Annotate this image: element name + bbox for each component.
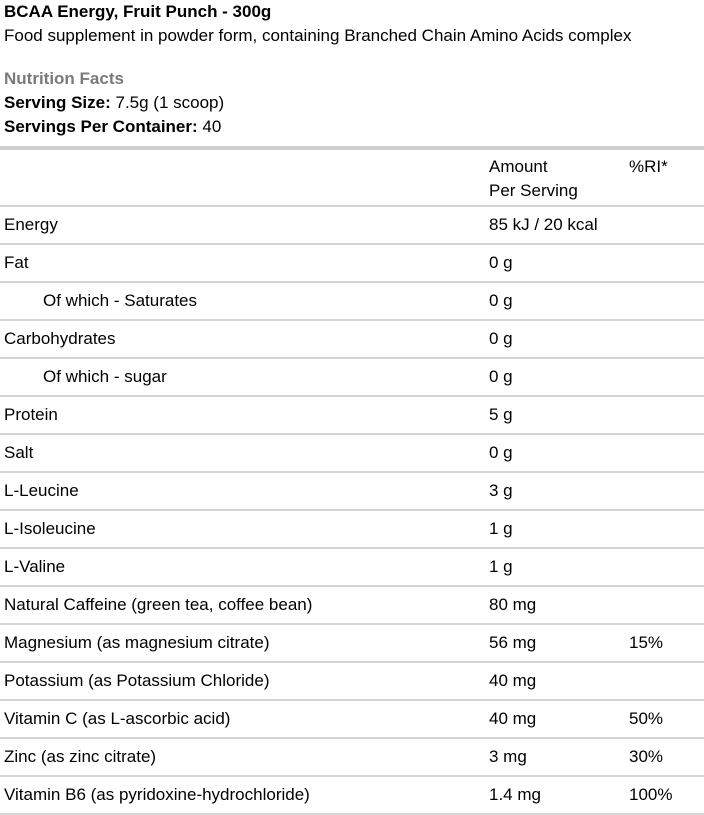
nutrient-amount: 80 mg — [489, 595, 537, 614]
table-row: L-Valine 1 g — [0, 549, 704, 587]
table-row: Vitamin B6 (as pyridoxine-hydrochloride)… — [0, 777, 704, 815]
nutrient-ri: 100% — [629, 785, 673, 804]
nutrient-name: Protein — [4, 405, 58, 424]
servings-per-container-value: 40 — [197, 117, 222, 136]
nutrient-amount: 3 mg — [489, 747, 527, 766]
nutrient-ri: 50% — [629, 709, 664, 728]
nutrient-name: Natural Caffeine (green tea, coffee bean… — [4, 595, 313, 614]
amount-header-line1: Amount — [489, 157, 548, 176]
nutrient-amount: 0 g — [489, 443, 513, 462]
nutrient-name: Vitamin B6 (as pyridoxine-hydrochloride) — [4, 785, 310, 804]
nutrient-name: Potassium (as Potassium Chloride) — [4, 671, 270, 690]
nutrient-name: Of which - Saturates — [43, 291, 198, 310]
nutrient-amount: 40 mg — [489, 709, 537, 728]
table-header-row: Amount Per Serving %RI* — [0, 150, 704, 207]
nutrient-name: L-Valine — [4, 557, 66, 576]
nutrition-facts-heading: Nutrition Facts — [4, 69, 124, 88]
nutrient-name: Energy — [4, 215, 58, 234]
serving-size-value: 7.5g (1 scoop) — [110, 93, 225, 112]
nutrient-amount: 40 mg — [489, 671, 537, 690]
nutrient-amount: 0 g — [489, 367, 513, 386]
table-row: Carbohydrates 0 g — [0, 321, 704, 359]
table-row: Salt 0 g — [0, 435, 704, 473]
nutrient-name: Vitamin C (as L-ascorbic acid) — [4, 709, 231, 728]
table-row: L-Isoleucine 1 g — [0, 511, 704, 549]
nutrient-amount: 1 g — [489, 519, 513, 538]
servings-per-container: Servings Per Container: 40 — [4, 115, 221, 139]
nutrient-name: Magnesium (as magnesium citrate) — [4, 633, 270, 652]
table-row: Of which - sugar 0 g — [0, 359, 704, 397]
table-row: Natural Caffeine (green tea, coffee bean… — [0, 587, 704, 625]
nutrient-name: Salt — [4, 443, 34, 462]
nutrient-amount: 3 g — [489, 481, 513, 500]
nutrient-name: Fat — [4, 253, 29, 272]
servings-per-container-label: Servings Per Container: — [4, 117, 198, 136]
nutrient-amount: 1.4 mg — [489, 785, 541, 804]
nutrient-name: Zinc (as zinc citrate) — [4, 747, 157, 766]
nutrient-name: Carbohydrates — [4, 329, 116, 348]
nutrient-amount: 56 mg — [489, 633, 537, 652]
table-row: Of which - Saturates 0 g — [0, 283, 704, 321]
table-body: Energy 85 kJ / 20 kcal Fat 0 g Of which - Sa… — [0, 207, 704, 815]
amount-header-line2: Per Serving — [489, 181, 578, 200]
serving-size: Serving Size: 7.5g (1 scoop) — [4, 91, 224, 115]
table-row: Fat 0 g — [0, 245, 704, 283]
nutrient-amount: 0 g — [489, 291, 513, 310]
serving-size-label: Serving Size: — [4, 93, 111, 112]
table-row: Protein 5 g — [0, 397, 704, 435]
nutrient-amount: 85 kJ / 20 kcal — [489, 215, 598, 234]
nutrient-name: L-Leucine — [4, 481, 79, 500]
amount-column-header: Amount Per Serving — [489, 155, 609, 203]
nutrient-amount: 5 g — [489, 405, 513, 424]
ri-column-header: %RI* — [629, 157, 668, 176]
nutrient-ri: 30% — [629, 747, 664, 766]
nutrient-amount: 0 g — [489, 253, 513, 272]
header-divider — [0, 146, 704, 150]
nutrition-table: Amount Per Serving %RI* Energy 85 kJ / 20… — [0, 150, 704, 815]
product-title: BCAA Energy, Fruit Punch - 300g — [4, 2, 272, 21]
product-description: Food supplement in powder form, containi… — [4, 26, 632, 45]
table-row: Zinc (as zinc citrate) 3 mg 30% — [0, 739, 704, 777]
nutrient-amount: 0 g — [489, 329, 513, 348]
table-row: Potassium (as Potassium Chloride) 40 mg — [0, 663, 704, 701]
nutrient-name: L-Isoleucine — [4, 519, 96, 538]
nutrient-name: Of which - sugar — [43, 367, 167, 386]
table-row: L-Leucine 3 g — [0, 473, 704, 511]
nutrient-amount: 1 g — [489, 557, 513, 576]
table-row: Magnesium (as magnesium citrate) 56 mg 15% — [0, 625, 704, 663]
table-row: Energy 85 kJ / 20 kcal — [0, 207, 704, 245]
nutrient-ri: 15% — [629, 633, 664, 652]
table-row: Vitamin C (as L-ascorbic acid) 40 mg 50% — [0, 701, 704, 739]
